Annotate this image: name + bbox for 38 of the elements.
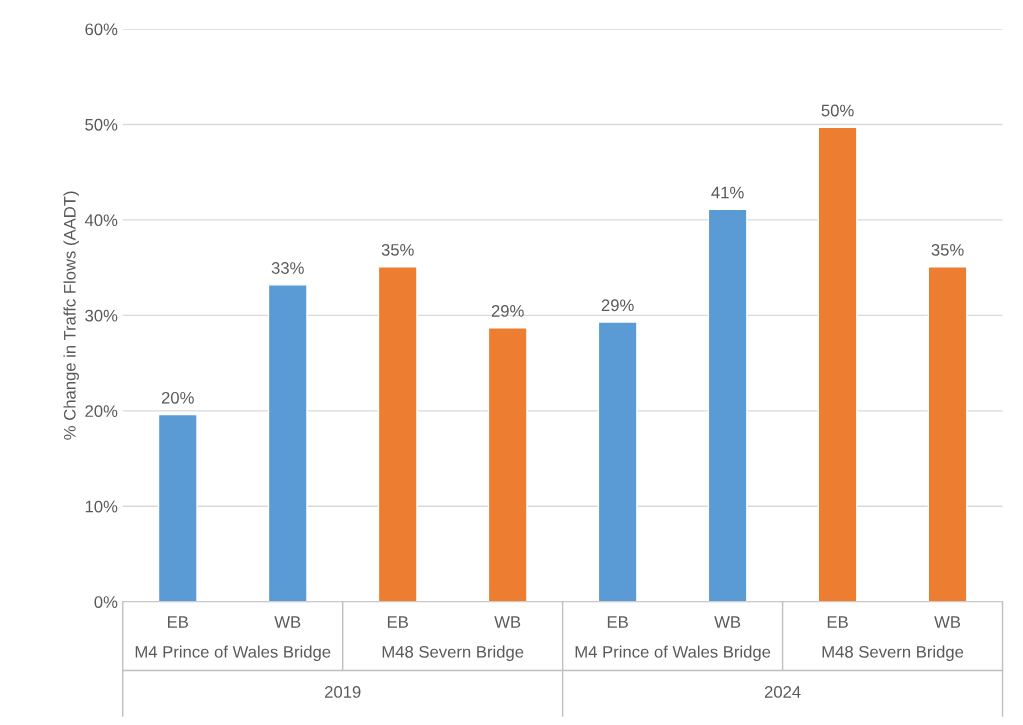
- bar: [707, 208, 748, 602]
- y-tick-label: 10%: [85, 500, 118, 513]
- data-label: 35%: [381, 243, 414, 256]
- bar: [267, 284, 308, 602]
- y-axis-title: % Change in Traffc Flows (AADT): [63, 191, 79, 440]
- x-tick-label: EB: [827, 616, 848, 628]
- text: 2019: [325, 686, 361, 698]
- bar: [927, 265, 968, 602]
- data-label: 50%: [821, 104, 854, 117]
- x-tick-label: WB: [494, 616, 521, 628]
- bar: [817, 126, 858, 602]
- text: M4 Prince of Wales Bridge: [135, 645, 331, 662]
- bar: [487, 327, 528, 602]
- data-label: 20%: [161, 391, 194, 404]
- x-tick-label: WB: [274, 616, 301, 628]
- data-label: 35%: [931, 243, 964, 256]
- text: M48 Severn Bridge: [382, 645, 524, 662]
- data-label: 29%: [491, 305, 524, 317]
- y-tick-label: 60%: [85, 23, 118, 36]
- y-tick-label: 0%: [94, 596, 118, 608]
- x-tick-label: EB: [387, 616, 408, 628]
- bar: [157, 413, 198, 602]
- bar: [377, 265, 418, 602]
- data-label: 33%: [271, 262, 304, 274]
- x-tick-label: WB: [934, 616, 961, 628]
- text: 2024: [764, 686, 801, 698]
- data-label: 29%: [601, 299, 634, 312]
- y-tick-label: 20%: [85, 405, 118, 418]
- data-label: 41%: [711, 186, 744, 199]
- y-tick-label: 30%: [85, 309, 118, 322]
- x-tick-label: EB: [168, 616, 188, 628]
- y-tick-label: 40%: [84, 214, 118, 227]
- text: M48 Severn Bridge: [822, 645, 964, 662]
- x-tick-label: WB: [714, 616, 741, 628]
- text: M4 Prince of Wales Bridge: [575, 645, 771, 662]
- x-tick-label: EB: [607, 616, 628, 628]
- bar: [597, 321, 638, 602]
- y-tick-label: 50%: [85, 118, 118, 131]
